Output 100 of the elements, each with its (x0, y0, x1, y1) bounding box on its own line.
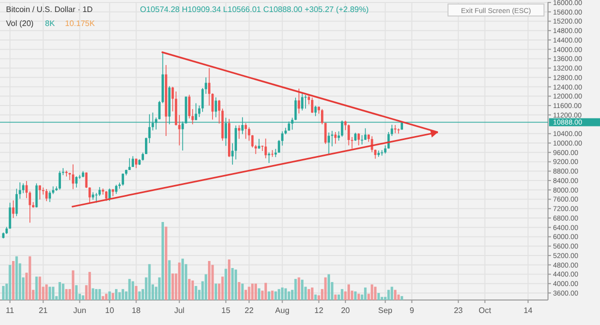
bar (231, 268, 234, 300)
bar (2, 286, 5, 300)
bar (191, 280, 194, 300)
bar (161, 222, 164, 300)
candlestick (301, 92, 304, 111)
bar (178, 262, 181, 300)
bar (258, 288, 260, 300)
bar (105, 294, 108, 300)
bar (118, 292, 121, 300)
bar (370, 284, 374, 300)
candlestick (320, 108, 324, 125)
candlestick (298, 88, 300, 114)
chart-title: Bitcoin / U.S. Dollar · 1D (6, 5, 93, 14)
bar (95, 289, 98, 300)
bar (271, 290, 274, 300)
bar (214, 284, 218, 300)
bar (181, 258, 184, 300)
annotation: O10574.28 H10909.34 L10566.01 C10888.00 +305.27 (+2.89%) (140, 5, 369, 14)
candlestick (12, 200, 14, 218)
bar (164, 226, 168, 300)
candlestick (330, 130, 334, 147)
bar (221, 276, 224, 300)
bar (268, 291, 270, 300)
bar (92, 288, 94, 300)
bar (98, 289, 101, 300)
candlestick (122, 173, 124, 186)
x-tick-label: 9 (410, 306, 415, 315)
bar (128, 278, 131, 300)
chart-title: Vol (20) (6, 19, 34, 28)
candlestick (244, 122, 247, 140)
candlestick (132, 156, 134, 168)
bar (364, 288, 367, 300)
candlestick (75, 176, 78, 188)
bar (328, 274, 330, 300)
candlestick (38, 184, 42, 200)
bar (204, 274, 208, 300)
bar (208, 261, 210, 300)
bar (82, 295, 84, 300)
bar (75, 285, 78, 300)
bar (122, 289, 124, 300)
bar (52, 286, 54, 300)
bar (390, 286, 394, 300)
candlestick (390, 124, 394, 136)
bar (264, 282, 267, 300)
bar (244, 290, 248, 300)
x-tick-label: Jun (73, 306, 86, 315)
bar (65, 289, 68, 300)
bar (35, 276, 38, 300)
bar (134, 286, 138, 300)
candlestick (214, 96, 218, 118)
x-tick-label: 11 (6, 306, 15, 315)
bar (62, 284, 64, 300)
bar (48, 286, 52, 300)
bar (12, 261, 15, 300)
x-tick-label: 20 (340, 306, 350, 315)
x-tick-label: 12 (314, 306, 324, 315)
bar (234, 270, 238, 300)
x-tick-label: 10 (105, 306, 115, 315)
bar (254, 284, 257, 300)
bar (38, 276, 42, 300)
candlestick (264, 138, 267, 159)
candlestick (377, 150, 380, 158)
x-tick-label: 15 (221, 306, 231, 315)
candlestick (281, 130, 284, 146)
bar (132, 281, 134, 300)
bar (300, 280, 304, 300)
bar (294, 278, 297, 300)
candlestick (364, 128, 366, 140)
bar (278, 289, 280, 300)
bar (314, 294, 317, 300)
bar (112, 292, 114, 300)
bar (138, 291, 141, 300)
x-tick-label: 22 (244, 306, 254, 315)
bar (298, 277, 300, 300)
bar (374, 286, 377, 300)
candlestick (115, 184, 118, 194)
bar (188, 278, 191, 300)
bar (334, 294, 337, 300)
bar (357, 294, 360, 300)
candlestick (294, 97, 297, 120)
bar (168, 260, 171, 300)
bar (274, 291, 277, 300)
bar (400, 296, 404, 300)
bar (228, 259, 230, 300)
candlestick (48, 190, 51, 202)
candlestick (108, 188, 111, 202)
bar (238, 282, 240, 300)
bar (310, 288, 314, 300)
bar (380, 296, 384, 300)
bar (114, 289, 118, 300)
bar (15, 256, 18, 300)
bar (148, 264, 151, 300)
candlestick (58, 170, 61, 190)
candlestick (334, 132, 337, 144)
bar (8, 264, 12, 300)
bar (171, 273, 174, 300)
bar (284, 288, 287, 300)
candlestick (311, 97, 314, 114)
x-tick-label: Oct (478, 306, 492, 315)
bar (281, 288, 284, 300)
